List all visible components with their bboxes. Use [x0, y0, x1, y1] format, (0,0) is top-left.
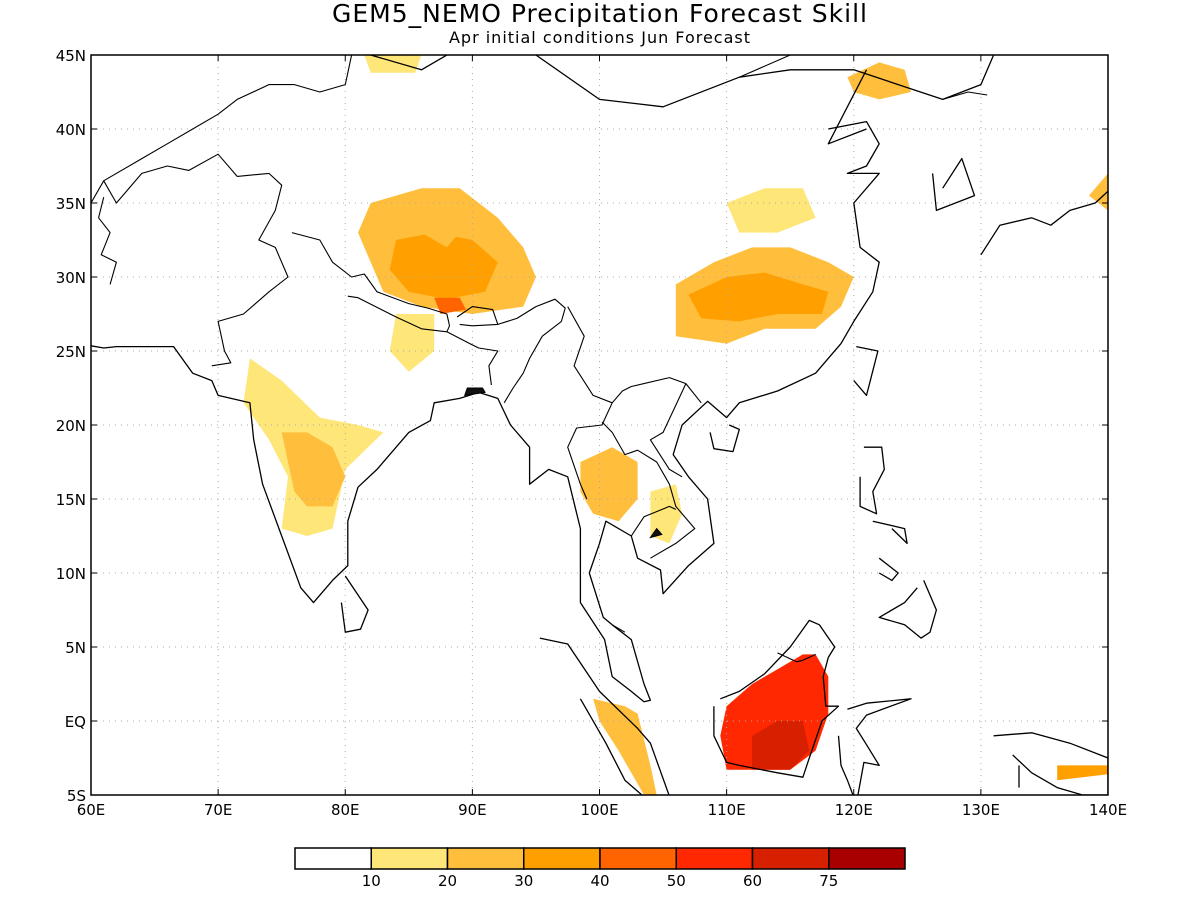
- skill-region-9: [726, 188, 816, 233]
- coastline-9: [878, 580, 938, 639]
- country-border-0: [91, 153, 289, 367]
- country-border-11: [630, 505, 677, 537]
- lat-tick-label-0: 45N: [56, 47, 86, 65]
- map-subtitle: Apr initial conditions Jun Forecast: [448, 28, 752, 47]
- lat-tick-label-2: 35N: [56, 195, 86, 213]
- lon-tick-label-2: 80E: [331, 801, 360, 819]
- coastline-layer: [91, 55, 1108, 795]
- coastline-4: [713, 619, 840, 778]
- country-border-6: [497, 298, 566, 404]
- water-body-1: [649, 527, 663, 539]
- coastline-2: [340, 575, 369, 633]
- skill-region-12: [580, 447, 638, 522]
- coastline-8: [878, 557, 899, 582]
- lon-tick-label-6: 120E: [835, 801, 873, 819]
- colorbar-swatch-4: [599, 847, 677, 870]
- skill-region-1: [389, 232, 498, 300]
- colorbar-label-4: 50: [667, 872, 686, 890]
- colorbar-swatch-2: [446, 847, 525, 870]
- coastline-3: [539, 637, 670, 795]
- skill-region-3: [389, 314, 435, 372]
- country-border-16: [777, 652, 816, 663]
- lat-tick-label-6: 15N: [56, 491, 86, 509]
- colorbar-label-0: 10: [362, 872, 381, 890]
- lat-tick-label-3: 30N: [56, 269, 86, 287]
- skill-region-16: [752, 721, 810, 770]
- country-border-8: [567, 306, 702, 404]
- colorbar-swatch-3: [523, 847, 601, 870]
- coastline-6: [859, 446, 885, 515]
- skill-region-5: [281, 432, 346, 507]
- colorbar-label-1: 20: [438, 872, 457, 890]
- lat-tick-label-4: 25N: [56, 343, 86, 361]
- coastline-11: [853, 345, 879, 397]
- lon-tick-label-8: 140E: [1089, 801, 1127, 819]
- colorbar-swatch-7: [828, 847, 906, 870]
- country-border-15: [942, 91, 988, 100]
- country-border-3: [344, 55, 353, 85]
- coastline-12: [931, 157, 976, 212]
- colorbar-swatch-6: [751, 847, 830, 870]
- coastline-14: [993, 732, 1108, 795]
- lon-tick-label-7: 130E: [962, 801, 1000, 819]
- lat-tick-label-5: 20N: [56, 417, 86, 435]
- country-border-7: [446, 331, 499, 386]
- skill-region-17: [1057, 765, 1108, 781]
- colorbar-swatch-5: [675, 847, 754, 870]
- coastline-15: [827, 69, 868, 145]
- lon-tick-label-0: 60E: [77, 801, 106, 819]
- colorbar: 10 20 30 40 50 60 75: [294, 847, 906, 890]
- lat-tick-label-8: 5N: [65, 639, 86, 657]
- colorbar-label-2: 30: [514, 872, 533, 890]
- map-title: GEM5_NEMO Precipitation Forecast Skill: [332, 0, 868, 28]
- axis-ticks: 60E 70E 80E 90E 100E 110E 120E 130E 140E 45N 40N 35…: [56, 47, 1127, 819]
- colorbar-swatch-0: [294, 847, 372, 870]
- coastline-1: [91, 120, 880, 703]
- country-border-13: [611, 624, 626, 633]
- skill-region-18: [1088, 173, 1108, 211]
- country-border-4: [291, 232, 451, 333]
- country-border-1: [98, 196, 117, 285]
- lon-tick-label-3: 90E: [458, 801, 487, 819]
- lon-tick-label-4: 100E: [580, 801, 618, 819]
- skill-region-6: [421, 203, 473, 248]
- skill-region-11: [364, 55, 422, 73]
- coastline-7: [872, 520, 908, 545]
- country-border-5: [456, 306, 499, 327]
- lat-tick-label-1: 40N: [56, 121, 86, 139]
- colorbar-label-6: 75: [819, 872, 838, 890]
- country-border-14: [739, 55, 792, 78]
- coastline-13: [980, 190, 1108, 256]
- coastline-5: [837, 698, 912, 795]
- country-border-2: [103, 84, 346, 182]
- coastline-0: [370, 55, 995, 108]
- lon-tick-label-1: 70E: [204, 801, 233, 819]
- lat-tick-label-9: EQ: [65, 713, 86, 731]
- country-border-10: [601, 421, 696, 559]
- skill-region-10: [847, 62, 911, 100]
- lon-tick-label-5: 110E: [708, 801, 746, 819]
- water-body-0: [463, 387, 486, 397]
- colorbar-swatch-1: [370, 847, 449, 870]
- colorbar-label-3: 40: [590, 872, 609, 890]
- country-border-9: [567, 402, 613, 500]
- skill-shading-layer: [243, 55, 1108, 795]
- skill-region-2: [434, 297, 466, 314]
- skill-region-8: [688, 272, 829, 322]
- colorbar-label-5: 60: [743, 872, 762, 890]
- lat-tick-label-7: 10N: [56, 565, 86, 583]
- lat-tick-label-10: 5S: [67, 787, 86, 805]
- country-border-12: [649, 383, 687, 478]
- coastline-10: [709, 424, 740, 453]
- skill-region-14: [593, 698, 657, 795]
